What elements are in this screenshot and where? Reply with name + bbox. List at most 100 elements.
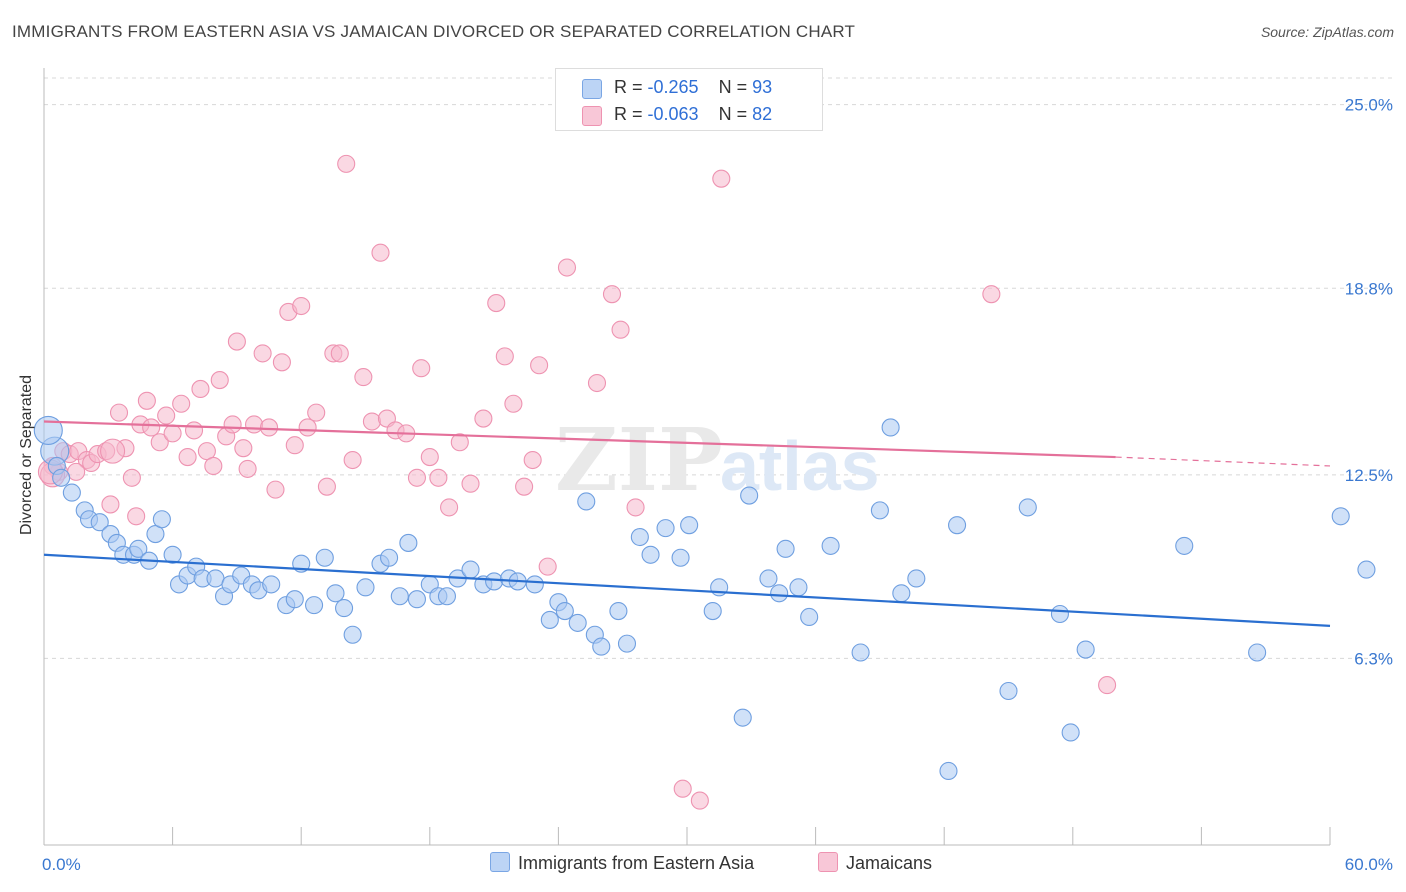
eastern-asia-point [326, 584, 345, 603]
jamaicans-point [354, 368, 373, 387]
eastern-asia-point [568, 613, 587, 632]
eastern-asia-point [999, 681, 1018, 701]
legend-n-label: N = [718, 104, 748, 124]
jamaicans-point [292, 296, 311, 316]
jamaicans-point [330, 344, 349, 363]
jamaicans-point [259, 418, 279, 437]
jamaicans-point [626, 498, 645, 517]
jamaicans-point [495, 347, 514, 366]
eastern-asia-point [163, 545, 182, 564]
eastern-asia-point [789, 578, 808, 597]
jamaicans-point [530, 356, 549, 375]
jamaicans-point [285, 436, 304, 455]
eastern-asia-point [609, 602, 628, 621]
eastern-asia-point [555, 602, 574, 621]
jamaicans-point [184, 421, 204, 440]
jamaicans-point [244, 415, 264, 434]
eastern-asia-point [485, 572, 504, 591]
jamaicans-point [227, 332, 246, 351]
eastern-asia-point [948, 516, 967, 535]
legend-n-value: 93 [752, 77, 773, 97]
eastern-asia-point [821, 536, 840, 555]
eastern-asia-point [1061, 723, 1080, 742]
jamaicans-point [523, 450, 542, 470]
eastern-asia-point [759, 569, 778, 588]
eastern-asia-point [641, 545, 660, 564]
eastern-asia-point [90, 513, 109, 532]
jamaicans-point [343, 450, 362, 470]
legend-swatch-blue [582, 79, 602, 99]
eastern-asia-point [870, 501, 889, 520]
jamaicans-point [474, 409, 493, 428]
eastern-asia-point [62, 483, 81, 502]
eastern-asia-point [343, 625, 362, 644]
jamaicans-point [587, 373, 607, 393]
eastern-asia-point [630, 527, 649, 547]
eastern-asia-point [851, 643, 870, 662]
jamaicans-point [712, 169, 731, 188]
jamaicans-point [407, 468, 426, 487]
jamaicans-point [504, 394, 523, 413]
legend: R = -0.265 N = 93 R = -0.063 N = 82 [555, 68, 823, 131]
eastern-asia-trendline [43, 553, 1331, 627]
eastern-asia-point [407, 590, 426, 609]
jamaicans-point [101, 495, 120, 514]
eastern-asia-point [1175, 536, 1194, 555]
eastern-asia-point [733, 708, 752, 727]
legend-row-pink: R = -0.063 N = 82 [556, 102, 822, 128]
jamaicans-point [602, 285, 622, 304]
legend-row-blue: R = -0.265 N = 93 [556, 75, 822, 101]
jamaicans-point [223, 415, 242, 434]
jamaicans-point [337, 154, 356, 173]
x-tick-label: 0.0% [42, 855, 81, 874]
jamaicans-point [420, 448, 439, 467]
jamaicans-point [191, 379, 210, 398]
eastern-asia-point [800, 607, 819, 627]
jamaicans-point [253, 344, 272, 363]
legend-r-value: -0.063 [647, 104, 699, 124]
jamaicans-point [109, 403, 129, 422]
eastern-asia-point [206, 569, 225, 588]
bottom-legend-eastern-asia: Immigrants from Eastern Asia [490, 852, 754, 874]
jamaicans-point [1098, 676, 1117, 695]
legend-n-label: N = [718, 77, 748, 97]
jamaicans-point [234, 439, 253, 458]
jamaicans-point [204, 456, 223, 475]
eastern-asia-point [656, 519, 675, 538]
legend-r-value: -0.265 [647, 77, 699, 97]
jamaicans-point [429, 468, 448, 487]
eastern-asia-point [315, 548, 334, 567]
jamaicans-point [557, 258, 577, 277]
jamaicans-point [163, 424, 182, 443]
jamaicans-point [412, 359, 431, 378]
jamaicans-point [266, 480, 285, 499]
eastern-asia-point [1050, 604, 1069, 624]
legend-swatch-pink [582, 106, 602, 126]
series-eastern-asia [33, 415, 1376, 781]
eastern-asia-point [1076, 640, 1095, 659]
y-axis-label: Divorced or Separated [18, 374, 35, 536]
jamaicans-point [371, 243, 390, 262]
jamaicans-point [362, 412, 381, 431]
legend-r-label: R = [614, 77, 643, 97]
jamaicans-point [127, 507, 146, 526]
jamaicans-point [178, 448, 197, 467]
jamaicans-point [690, 791, 709, 810]
eastern-asia-point [525, 575, 544, 594]
eastern-asia-point [285, 590, 304, 609]
bottom-legend-jamaicans: Jamaicans [818, 852, 932, 874]
jamaicans-trendline-extension [1115, 456, 1331, 467]
jamaicans-point [982, 285, 1001, 304]
y-tick-label: 18.8% [1345, 279, 1393, 298]
legend-n-value: 82 [752, 104, 773, 124]
jamaicans-point [538, 557, 557, 576]
jamaicans-point [67, 462, 86, 481]
legend-r-label: R = [614, 104, 643, 124]
series-jamaicans [37, 154, 1117, 810]
eastern-asia-point [939, 761, 958, 781]
jamaicans-point [137, 391, 156, 410]
eastern-asia-point [703, 602, 722, 621]
eastern-asia-point [1357, 560, 1376, 579]
eastern-asia-point [437, 587, 456, 606]
